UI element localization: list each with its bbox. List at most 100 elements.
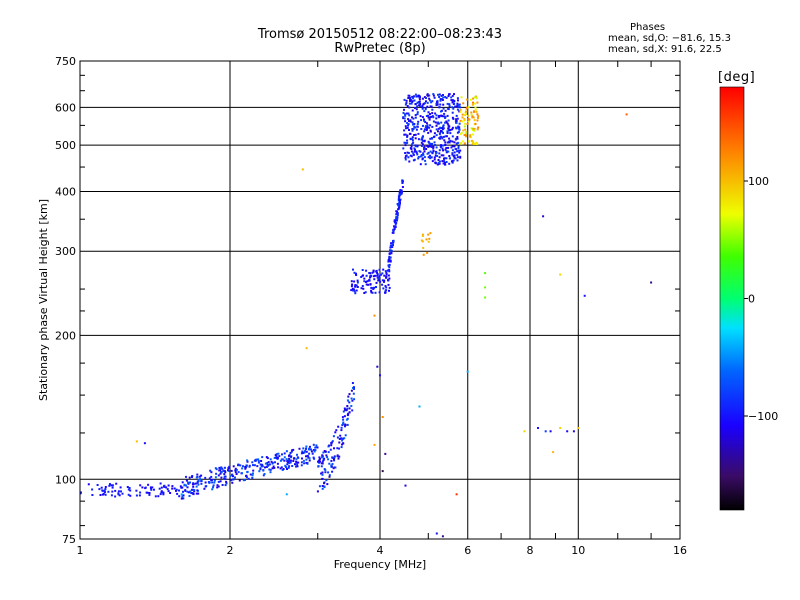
data-point	[305, 455, 307, 458]
data-point	[355, 289, 358, 292]
data-point	[432, 145, 435, 148]
data-point	[234, 471, 237, 474]
data-point	[429, 154, 431, 157]
data-point	[220, 471, 223, 474]
phase-x-mode: mean, sd,X: 91.6, 22.5	[608, 44, 722, 55]
data-point	[425, 125, 428, 128]
data-point	[378, 291, 381, 294]
data-point	[398, 202, 401, 205]
data-point	[441, 137, 444, 140]
data-point	[430, 145, 433, 148]
data-point	[389, 260, 392, 263]
data-point	[234, 467, 237, 470]
data-point	[410, 155, 413, 158]
data-point	[429, 143, 432, 146]
data-point	[446, 131, 449, 134]
data-point	[442, 131, 444, 134]
data-point	[423, 146, 426, 149]
data-point	[153, 488, 155, 491]
data-point	[218, 469, 221, 472]
data-point	[182, 494, 185, 497]
data-point	[445, 147, 448, 149]
data-point	[436, 100, 439, 103]
data-point	[232, 475, 234, 478]
data-point	[187, 481, 189, 484]
data-point	[429, 116, 431, 119]
data-point	[274, 454, 277, 457]
data-point	[435, 128, 438, 131]
data-point	[429, 150, 432, 153]
data-point	[261, 464, 264, 467]
data-point	[418, 96, 421, 99]
data-point	[330, 459, 333, 462]
data-point	[181, 486, 184, 489]
data-point	[445, 135, 448, 138]
data-point	[421, 143, 424, 146]
data-point	[404, 144, 407, 147]
data-point	[429, 145, 431, 148]
data-point	[426, 124, 429, 127]
data-point	[419, 105, 422, 108]
data-point	[324, 469, 327, 471]
data-point	[442, 144, 445, 147]
data-point	[267, 461, 270, 464]
data-point	[353, 398, 356, 401]
data-point	[190, 488, 193, 491]
data-point	[167, 490, 170, 493]
data-point	[440, 114, 443, 117]
data-point	[418, 104, 420, 107]
data-point	[323, 450, 326, 452]
data-point	[476, 113, 479, 116]
data-point	[391, 231, 394, 234]
data-point	[220, 476, 223, 479]
data-point	[379, 280, 382, 283]
data-point	[463, 125, 466, 128]
data-point	[283, 452, 286, 455]
data-point	[443, 160, 446, 163]
data-point	[461, 116, 464, 119]
data-point	[388, 255, 391, 258]
data-point	[456, 103, 459, 106]
data-point	[412, 117, 415, 120]
data-point	[208, 481, 211, 484]
data-point	[180, 497, 183, 500]
data-point	[321, 473, 324, 476]
data-point	[214, 467, 217, 470]
data-point	[404, 120, 407, 123]
data-point	[427, 144, 430, 147]
data-point	[223, 466, 226, 469]
data-point	[339, 434, 342, 437]
data-point	[447, 108, 450, 111]
data-point	[444, 143, 447, 146]
data-point	[474, 102, 477, 105]
data-point	[287, 461, 290, 464]
data-point	[401, 182, 404, 184]
data-point	[372, 269, 375, 272]
data-point	[471, 103, 474, 106]
data-point	[445, 157, 448, 160]
data-point	[428, 141, 431, 144]
data-point	[408, 120, 410, 122]
data-point	[336, 447, 339, 450]
data-point	[406, 134, 409, 137]
data-point	[409, 100, 411, 102]
data-point	[422, 124, 424, 127]
data-point	[408, 160, 411, 163]
data-point	[295, 465, 297, 468]
data-point	[437, 161, 440, 164]
data-point	[328, 475, 331, 478]
data-point	[351, 409, 354, 412]
data-point	[424, 108, 427, 111]
data-point	[385, 276, 388, 279]
data-point	[235, 468, 238, 471]
data-point	[220, 466, 223, 469]
data-point	[224, 471, 227, 474]
data-point	[186, 490, 189, 493]
data-point	[332, 467, 335, 470]
data-point	[428, 118, 431, 121]
data-point	[321, 460, 324, 463]
data-point	[394, 225, 397, 228]
data-point	[269, 468, 272, 471]
data-point	[373, 278, 376, 281]
data-point	[347, 412, 350, 415]
